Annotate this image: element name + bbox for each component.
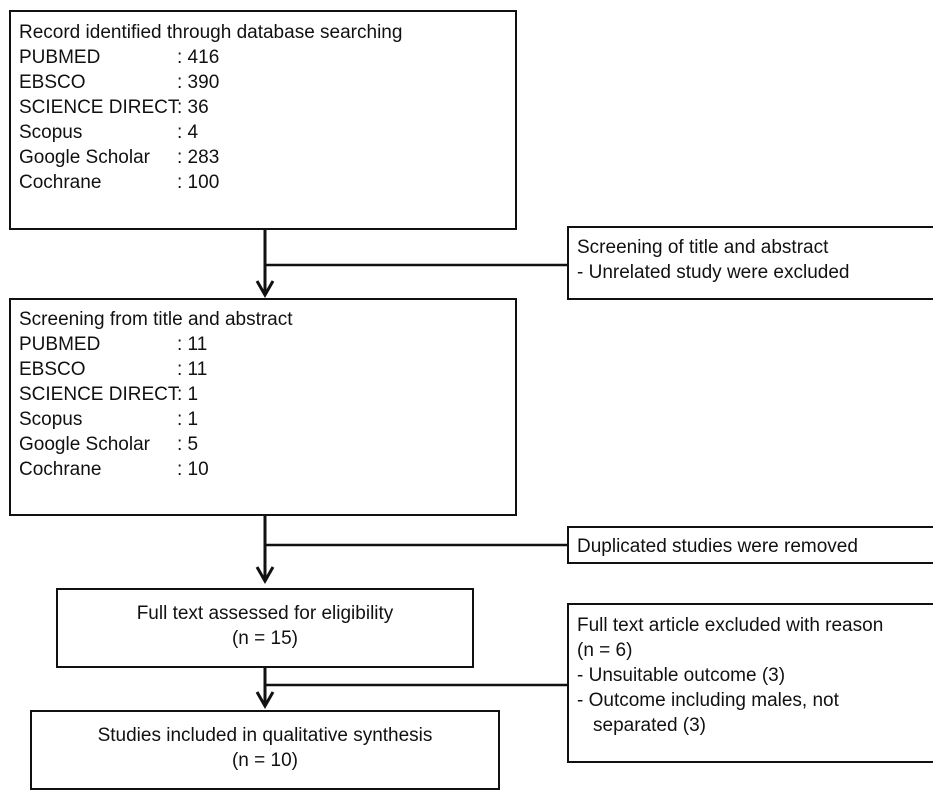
db-name: Cochrane: [19, 459, 102, 480]
db-count: : 36: [177, 97, 209, 118]
db-name: Google Scholar: [19, 434, 150, 455]
db-count: : 100: [177, 172, 220, 193]
db-count: : 390: [177, 72, 220, 93]
exclusion-reason: - Outcome including males, not: [577, 690, 839, 711]
included-studies-box: Studies included in qualitative synthesi…: [30, 710, 500, 790]
db-row: EBSCO : 11: [19, 357, 515, 382]
eligibility-title: Full text assessed for eligibility: [136, 603, 394, 624]
db-name: Google Scholar: [19, 147, 150, 168]
exclusion-reason-continued: separated (3): [593, 715, 707, 736]
db-row: Google Scholar : 5: [19, 432, 515, 457]
db-row: PUBMED : 416: [19, 45, 515, 70]
db-name: SCIENCE DIRECT: [19, 384, 180, 405]
db-row: EBSCO : 390: [19, 70, 515, 95]
db-count: : 5: [177, 434, 199, 455]
db-count: : 1: [177, 384, 199, 405]
db-row: Scopus : 1: [19, 407, 515, 432]
screening-exclusion-reason: - Unrelated study were excluded: [577, 262, 850, 283]
db-row: PUBMED : 11: [19, 332, 515, 357]
duplicates-removed-box: Duplicated studies were removed: [567, 526, 933, 564]
db-count: : 416: [177, 47, 220, 68]
full-text-exclusion-count: (n = 6): [577, 640, 633, 661]
db-count: : 283: [177, 147, 220, 168]
screening-exclusion-heading: Screening of title and abstract: [577, 237, 829, 258]
db-row: SCIENCE DIRECT: 36: [19, 95, 515, 120]
db-row: Google Scholar : 283: [19, 145, 515, 170]
db-name: Scopus: [19, 122, 83, 143]
db-name: EBSCO: [19, 359, 86, 380]
full-text-exclusion-heading: Full text article excluded with reason: [577, 615, 884, 636]
duplicates-removed-text: Duplicated studies were removed: [577, 536, 858, 557]
screening-exclusion-box: Screening of title and abstract - Unrela…: [567, 226, 933, 300]
included-studies-count: (n = 10): [231, 750, 298, 771]
db-row: Cochrane : 100: [19, 170, 515, 195]
db-row: SCIENCE DIRECT: 1: [19, 382, 515, 407]
identification-title: Record identified through database searc…: [19, 22, 403, 43]
db-row: Cochrane : 10: [19, 457, 515, 482]
db-name: SCIENCE DIRECT: [19, 97, 180, 118]
identification-box: Record identified through database searc…: [9, 10, 517, 230]
screening-box: Screening from title and abstract PUBMED…: [9, 298, 517, 516]
db-count: : 4: [177, 122, 199, 143]
db-name: Scopus: [19, 409, 83, 430]
full-text-exclusion-box: Full text article excluded with reason (…: [567, 603, 933, 763]
arrowhead-2: [255, 566, 275, 585]
db-count: : 10: [177, 459, 209, 480]
db-count: : 11: [177, 334, 208, 355]
arrowhead-1: [255, 280, 275, 299]
eligibility-count: (n = 15): [231, 628, 298, 649]
db-name: PUBMED: [19, 47, 101, 68]
screening-title: Screening from title and abstract: [19, 309, 293, 330]
db-row: Scopus : 4: [19, 120, 515, 145]
db-name: EBSCO: [19, 72, 86, 93]
db-count: : 1: [177, 409, 199, 430]
exclusion-reason: - Unsuitable outcome (3): [577, 665, 786, 686]
db-name: PUBMED: [19, 334, 101, 355]
arrowhead-3: [255, 691, 275, 710]
db-name: Cochrane: [19, 172, 102, 193]
eligibility-box: Full text assessed for eligibility (n = …: [56, 588, 474, 668]
included-studies-title: Studies included in qualitative synthesi…: [97, 725, 433, 746]
db-count: : 11: [177, 359, 208, 380]
